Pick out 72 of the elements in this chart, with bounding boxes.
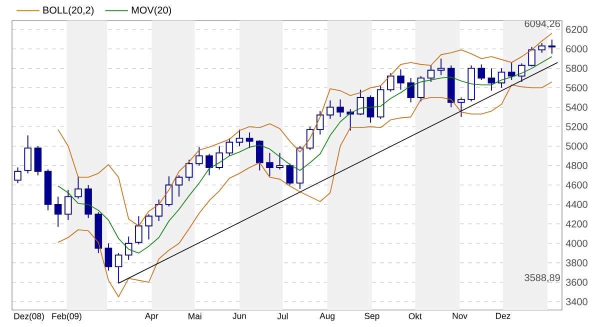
- candlestick: [135, 216, 142, 245]
- y-tick-label: 3400: [566, 298, 588, 306]
- candlestick: [326, 100, 334, 120]
- x-tick-label: Mai: [188, 312, 202, 320]
- legend-label: MOV(20): [132, 6, 172, 16]
- candlestick: [196, 146, 203, 166]
- candlestick: [266, 152, 274, 177]
- candlestick: [114, 252, 122, 284]
- y-tick-label: 4000: [566, 240, 588, 247]
- candlestick: [458, 97, 465, 118]
- y-tick-label: 3800: [566, 259, 588, 266]
- candlestick: [54, 196, 62, 228]
- x-tick-label: Jul: [277, 312, 288, 320]
- candlestick: [206, 153, 213, 176]
- candlestick: [528, 46, 536, 67]
- x-tick-label: Feb(09): [52, 312, 82, 321]
- x-tick-label: Aug: [320, 312, 334, 321]
- candlestick: [64, 189, 72, 220]
- x-tick-label: Nov: [452, 312, 468, 319]
- candlestick: [538, 42, 546, 54]
- candlestick: [407, 78, 414, 103]
- candlestick: [518, 62, 526, 82]
- y-tick-label: 5600: [566, 84, 588, 92]
- candlestick: [175, 174, 183, 198]
- candlestick: [508, 62, 516, 80]
- annotation: 3588,89: [524, 274, 560, 282]
- y-tick-label: 6000: [566, 45, 588, 52]
- candlestick: [104, 242, 112, 272]
- candlestick: [498, 68, 506, 88]
- candlestick: [397, 68, 404, 90]
- candlestick: [488, 68, 496, 92]
- x-tick-label: Jun: [232, 312, 246, 319]
- candlestick: [226, 138, 234, 156]
- candlestick: [276, 152, 284, 170]
- candlestick: [336, 98, 344, 118]
- candlestick: [216, 146, 223, 170]
- candlestick: [417, 76, 425, 102]
- candlestick: [387, 72, 394, 92]
- candlestick: [124, 236, 132, 260]
- y-tick-label: 5000: [566, 142, 588, 150]
- x-tick-label: Dez: [496, 312, 510, 319]
- x-tick-label: Apr: [144, 312, 158, 321]
- candlestick: [165, 176, 173, 207]
- x-tick-label: Okt: [408, 312, 422, 320]
- y-tick-label: 5200: [566, 123, 588, 130]
- candlestick: [155, 199, 162, 222]
- candlestick: [74, 176, 82, 200]
- candlestick: [34, 146, 42, 176]
- x-tick-label: Dez(08): [14, 312, 44, 321]
- candlestick: [548, 39, 556, 54]
- candlestick: [366, 95, 374, 124]
- x-tick-label: Sep: [364, 312, 380, 321]
- candlestick: [246, 132, 254, 149]
- y-tick-label: 4400: [566, 200, 588, 208]
- legend-label: BOLL(20,2): [43, 6, 94, 16]
- y-tick-label: 4800: [566, 162, 588, 170]
- y-tick-label: 6200: [566, 26, 588, 33]
- y-tick-label: 4600: [566, 181, 588, 189]
- y-tick-label: 4200: [566, 220, 588, 228]
- candlestick: [427, 64, 435, 82]
- candlestick: [356, 89, 364, 116]
- candlestick: [145, 214, 152, 240]
- candlestick: [14, 167, 22, 184]
- candlestick: [24, 134, 32, 174]
- candlestick: [236, 129, 244, 147]
- y-tick-label: 3600: [566, 278, 588, 286]
- candlestick: [478, 64, 486, 80]
- y-tick-label: 5800: [566, 64, 588, 72]
- candlestick: [185, 159, 193, 182]
- y-tick-label: 5400: [566, 104, 588, 111]
- candlestick: [256, 140, 264, 171]
- candlestick: [286, 163, 294, 186]
